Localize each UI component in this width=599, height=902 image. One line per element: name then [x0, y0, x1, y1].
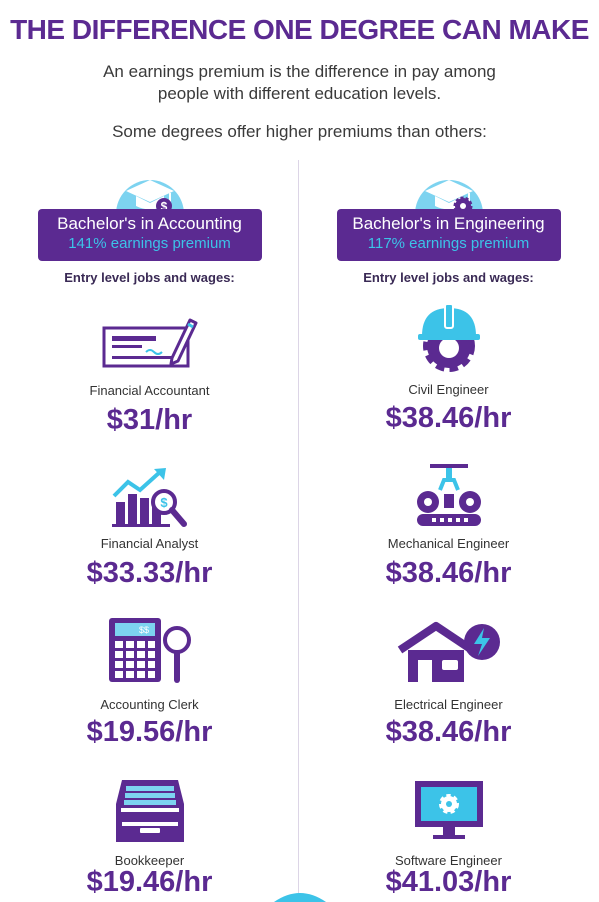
entry-level-label: Entry level jobs and wages:: [64, 270, 235, 285]
job-title: Software Engineer: [395, 853, 502, 868]
monitor-gear-icon: [414, 781, 483, 839]
job-title: Mechanical Engineer: [387, 536, 510, 551]
subtitle-line-2: people with different education levels.: [157, 84, 442, 103]
accounting-banner: Bachelor's in Accounting 141% earnings p…: [37, 209, 262, 261]
bottom-decoration-icon: [274, 893, 326, 902]
degree-title: Bachelor's in Accounting: [57, 214, 242, 233]
svg-text:$: $: [160, 200, 167, 214]
job-title: Accounting Clerk: [100, 697, 199, 712]
hard-hat-gear-icon: [417, 303, 480, 372]
earnings-premium: 141% earnings premium: [68, 235, 231, 252]
house-power-icon: [397, 622, 500, 682]
degree-title: Bachelor's in Engineering: [352, 214, 545, 233]
accounting-column: $ Bachelor's in Accounting 141% earnings…: [0, 0, 299, 902]
earnings-premium: 117% earnings premium: [367, 235, 530, 252]
svg-text:$: $: [160, 495, 168, 510]
job-wage: $38.46/hr: [385, 402, 512, 434]
svg-text:$$: $$: [138, 625, 148, 635]
engineering-banner: Bachelor's in Engineering 117% earnings …: [336, 209, 561, 261]
page-title: THE DIFFERENCE ONE DEGREE CAN MAKE: [10, 14, 589, 45]
job-title: Financial Accountant: [89, 383, 210, 398]
job-title: Civil Engineer: [408, 382, 489, 397]
calculator-icon: $$: [108, 618, 191, 683]
job-title: Bookkeeper: [114, 853, 185, 868]
graduation-cap-gear-icon: [414, 180, 483, 216]
analytics-chart-icon: $: [111, 468, 187, 527]
job-wage: $38.46/hr: [385, 716, 512, 748]
subtitle-line-1: An earnings premium is the difference in…: [103, 62, 496, 81]
job-wage: $33.33/hr: [86, 557, 213, 589]
entry-level-label: Entry level jobs and wages:: [363, 270, 534, 285]
check-writing-icon: [102, 318, 197, 368]
job-wage: $31/hr: [106, 404, 193, 436]
column-divider: [298, 160, 299, 902]
robot-arm-icon: [416, 464, 481, 526]
job-wage: $19.46/hr: [86, 866, 213, 898]
engineering-column: Bachelor's in Engineering 117% earnings …: [299, 0, 598, 902]
job-wage: $38.46/hr: [385, 557, 512, 589]
job-wage: $19.56/hr: [86, 716, 213, 748]
graduation-cap-dollar-icon: $: [115, 180, 184, 214]
intro-text: Some degrees offer higher premiums than …: [112, 122, 487, 141]
job-title: Electrical Engineer: [394, 697, 503, 712]
job-title: Financial Analyst: [100, 536, 199, 551]
job-wage: $41.03/hr: [385, 866, 512, 898]
file-tray-icon: [115, 780, 184, 842]
